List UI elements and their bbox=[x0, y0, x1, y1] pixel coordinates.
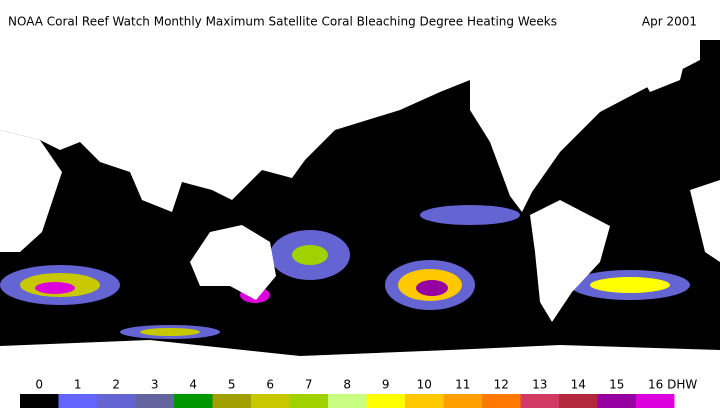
legend-swatch bbox=[443, 394, 482, 408]
legend-swatch bbox=[520, 394, 559, 408]
legend-label: 11 bbox=[455, 378, 470, 392]
legend-label: 8 bbox=[343, 378, 351, 392]
legend-swatch bbox=[597, 394, 636, 408]
legend-label: 1 bbox=[74, 378, 82, 392]
legend-swatch bbox=[97, 394, 136, 408]
legend: 0 1 2 3 4 5 6 7 8 9 10 11 12 13 14 15 16 DHW bbox=[20, 378, 697, 408]
heat-patch bbox=[416, 280, 448, 296]
legend-label: 13 bbox=[532, 378, 547, 392]
heat-patch bbox=[420, 205, 520, 225]
legend-label: 6 bbox=[266, 378, 274, 392]
north-america bbox=[470, 40, 700, 212]
legend-swatch bbox=[174, 394, 213, 408]
heat-patch bbox=[140, 328, 200, 336]
south-america bbox=[530, 200, 610, 322]
legend-swatch bbox=[212, 394, 251, 408]
legend-label: 16 DHW bbox=[648, 378, 697, 392]
heat-patch bbox=[292, 245, 328, 265]
africa-west bbox=[0, 130, 62, 252]
legend-label: 9 bbox=[382, 378, 390, 392]
legend-label: 12 bbox=[494, 378, 509, 392]
land bbox=[0, 40, 720, 372]
legend-swatch bbox=[636, 394, 675, 408]
africa-east bbox=[690, 180, 720, 262]
legend-label: 7 bbox=[305, 378, 313, 392]
map bbox=[0, 40, 720, 372]
legend-swatch bbox=[251, 394, 290, 408]
legend-label: 14 bbox=[571, 378, 586, 392]
heat-patches bbox=[0, 205, 690, 339]
legend-label: 10 bbox=[417, 378, 432, 392]
legend-label: 15 bbox=[609, 378, 624, 392]
title: NOAA Coral Reef Watch Monthly Maximum Sa… bbox=[8, 15, 557, 29]
australia bbox=[190, 225, 276, 300]
legend-swatch bbox=[135, 394, 174, 408]
legend-label: 2 bbox=[112, 378, 120, 392]
legend-label: 3 bbox=[151, 378, 159, 392]
heat-patch bbox=[35, 282, 75, 294]
legend-swatch bbox=[559, 394, 598, 408]
antarctica bbox=[0, 340, 720, 372]
legend-swatch bbox=[366, 394, 405, 408]
greenland bbox=[620, 40, 690, 92]
legend-swatch bbox=[289, 394, 328, 408]
date: Apr 2001 bbox=[642, 15, 697, 29]
legend-swatch bbox=[405, 394, 444, 408]
legend-label: 5 bbox=[228, 378, 236, 392]
legend-swatch bbox=[58, 394, 97, 408]
legend-swatch bbox=[328, 394, 367, 408]
legend-label: 0 bbox=[35, 378, 43, 392]
eurasia bbox=[0, 40, 470, 212]
legend-swatch bbox=[20, 394, 59, 408]
heat-patch bbox=[590, 277, 670, 293]
legend-swatch bbox=[482, 394, 521, 408]
legend-label: 4 bbox=[189, 378, 197, 392]
